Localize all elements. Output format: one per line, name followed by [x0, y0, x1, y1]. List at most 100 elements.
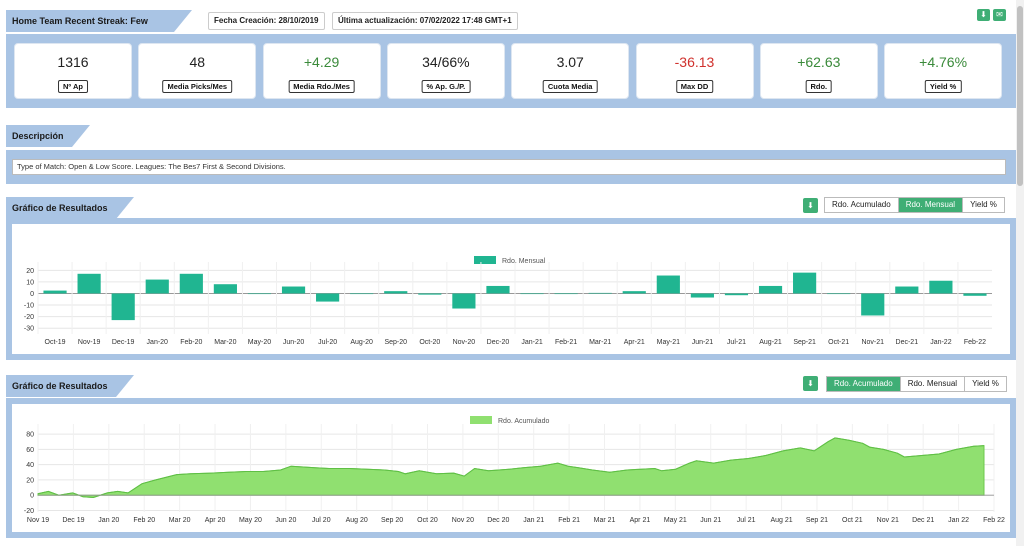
- bar: [179, 273, 203, 294]
- bar: [384, 291, 408, 294]
- chart2-btn-mensual[interactable]: Rdo. Mensual: [900, 377, 966, 391]
- chart1-title: Gráfico de Resultados: [12, 203, 108, 213]
- chart2-btn-yield[interactable]: Yield %: [965, 377, 1006, 391]
- x-tick-label: Apr 20: [205, 517, 226, 524]
- bar: [793, 272, 817, 294]
- stat-card: +4.29 Media Rdo./Mes: [262, 43, 381, 99]
- stat-card: 3.07 Cuota Media: [511, 43, 630, 99]
- stat-card: +4.76% Yield %: [884, 43, 1003, 99]
- strategy-title-tab: Home Team Recent Streak: Few Draws: [6, 10, 192, 48]
- x-tick-label: Jul 20: [312, 517, 331, 524]
- stat-value: +4.76%: [919, 54, 968, 70]
- x-tick-label: Sep-21: [793, 339, 816, 346]
- stat-label: % Ap. G./P.: [421, 80, 471, 93]
- x-tick-label: Jun-21: [692, 339, 714, 346]
- bar: [145, 279, 169, 294]
- description-tab: Descripción: [6, 125, 90, 147]
- x-tick-label: Dec 19: [62, 517, 84, 524]
- stat-value: +4.29: [303, 54, 340, 70]
- x-tick-label: Sep 20: [381, 517, 403, 524]
- area-line: [37, 437, 985, 499]
- x-tick-label: May 21: [664, 517, 687, 524]
- bar: [895, 286, 919, 294]
- bar: [758, 285, 783, 294]
- x-tick-label: Sep 21: [806, 517, 828, 524]
- x-tick-label: Nov-19: [78, 339, 101, 346]
- bar: [724, 293, 749, 296]
- stat-label: Yield %: [924, 80, 962, 93]
- x-tick-label: Jan-21: [521, 339, 543, 346]
- x-tick-label: Dec-19: [112, 339, 135, 346]
- x-tick-label: Oct-20: [419, 339, 440, 346]
- x-tick-label: Oct-21: [828, 339, 849, 346]
- x-tick-label: Jan-22: [930, 339, 952, 346]
- x-tick-label: Aug-21: [759, 339, 782, 346]
- y-tick-label: 40: [26, 462, 34, 469]
- bar: [247, 293, 272, 295]
- y-tick-label: 20: [26, 268, 34, 275]
- download-icon[interactable]: ⬇: [977, 9, 990, 21]
- legend-swatch: [470, 416, 492, 424]
- stat-label: Media Rdo./Mes: [288, 80, 355, 93]
- bar: [350, 293, 374, 295]
- stat-value: 34/66%: [422, 54, 470, 70]
- chart2-mode-buttons: Rdo. Acumulado Rdo. Mensual Yield %: [826, 376, 1007, 392]
- x-tick-label: Aug 20: [346, 517, 368, 524]
- bar: [418, 293, 442, 295]
- y-tick-label: -20: [24, 508, 34, 515]
- x-tick-label: Nov 21: [877, 517, 899, 524]
- x-tick-label: Oct 21: [842, 517, 863, 524]
- x-tick-label: Oct 20: [417, 517, 438, 524]
- stat-value: 3.07: [556, 54, 584, 70]
- bar: [554, 293, 578, 295]
- x-tick-label: Aug-20: [350, 339, 373, 346]
- x-tick-label: Apr 21: [630, 517, 651, 524]
- y-tick-label: 60: [26, 447, 34, 454]
- bar: [111, 293, 135, 321]
- chart1-tab: Gráfico de Resultados: [6, 197, 134, 219]
- x-tick-label: Jan 20: [98, 517, 119, 524]
- x-tick-label: Feb 22: [983, 517, 1005, 524]
- bar: [520, 293, 544, 295]
- bar: [281, 286, 306, 294]
- bar: [963, 293, 987, 296]
- chart1-download-button[interactable]: ⬇: [803, 198, 818, 213]
- x-tick-label: Mar-21: [589, 339, 611, 346]
- x-tick-label: Mar 21: [594, 517, 616, 524]
- y-tick-label: 0: [30, 291, 34, 298]
- x-tick-label: Jan-20: [147, 339, 169, 346]
- y-tick-label: -20: [24, 314, 34, 321]
- x-tick-label: Feb-21: [555, 339, 577, 346]
- chart1-btn-yield[interactable]: Yield %: [963, 198, 1004, 212]
- chart1-mode-buttons: Rdo. Acumulado Rdo. Mensual Yield %: [824, 197, 1005, 213]
- stat-value: +62.63: [797, 54, 841, 70]
- y-tick-label: 10: [26, 279, 34, 286]
- stat-label: Max DD: [675, 80, 714, 93]
- x-tick-label: Sep-20: [384, 339, 407, 346]
- x-tick-label: Nov 19: [27, 517, 49, 524]
- chart1-btn-acumulado[interactable]: Rdo. Acumulado: [825, 198, 899, 212]
- stat-label: Nº Ap: [58, 80, 88, 93]
- chart1-area: Rdo. Mensual 20 10 0 -10 -20 -30 Oct-19 Nov-19 De…: [12, 224, 1010, 354]
- mail-icon[interactable]: ✉: [993, 9, 1006, 21]
- chart2-download-button[interactable]: ⬇: [803, 376, 818, 391]
- x-tick-label: Oct-19: [45, 339, 66, 346]
- bar: [77, 273, 101, 294]
- bar: [690, 293, 714, 298]
- chart2-btn-acumulado[interactable]: Rdo. Acumulado: [827, 377, 901, 391]
- monthly-result-chart: Rdo. Mensual 20 10 0 -10 -20 -30 Oct-19 Nov-19 De…: [24, 256, 992, 346]
- chart2-area: Rdo. Acumulado 80 60 40 20 0 -20 Nov 19 Dec 19 Ja…: [12, 404, 1010, 532]
- x-tick-label: Dec-21: [896, 339, 919, 346]
- x-tick-label: Feb 20: [133, 517, 155, 524]
- x-tick-label: May-21: [657, 339, 680, 346]
- x-tick-label: Dec-20: [487, 339, 510, 346]
- x-tick-label: Mar-20: [214, 339, 236, 346]
- x-tick-label: Feb 21: [558, 517, 580, 524]
- scrollbar-thumb[interactable]: [1017, 6, 1023, 186]
- bar: [656, 275, 680, 294]
- stat-card: -36.13 Max DD: [635, 43, 754, 99]
- bar: [213, 284, 237, 294]
- y-tick-label: -10: [24, 303, 34, 310]
- scrollbar[interactable]: [1016, 0, 1024, 546]
- chart1-btn-mensual[interactable]: Rdo. Mensual: [898, 198, 964, 212]
